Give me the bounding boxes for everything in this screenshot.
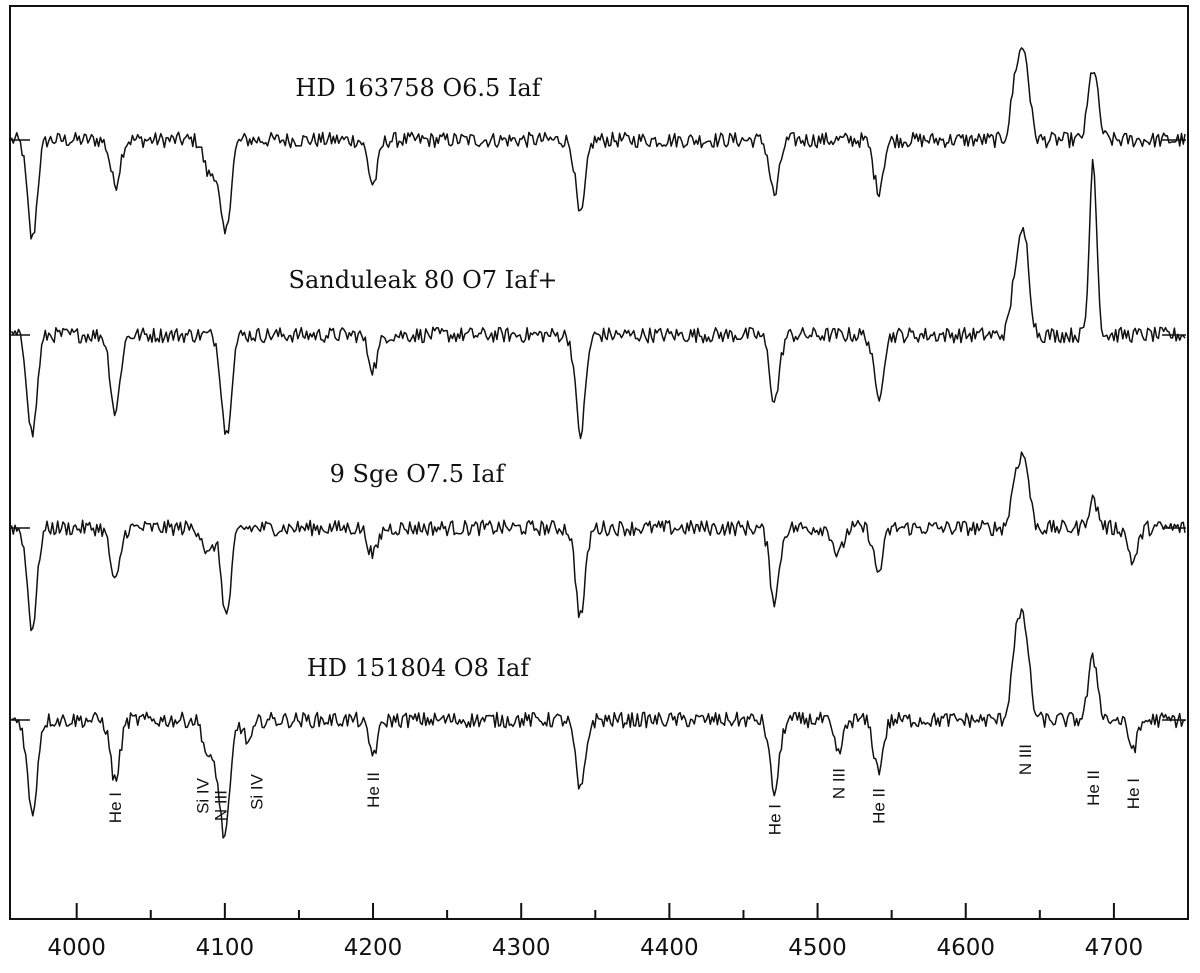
line-label-8: He II xyxy=(869,788,888,824)
x-tick-label: 4200 xyxy=(344,935,403,961)
spectrum-title: HD 163758 O6.5 Iaf xyxy=(295,74,542,102)
x-tick-label: 4000 xyxy=(47,935,106,961)
x-tick-label: 4400 xyxy=(640,935,699,961)
spectra-group xyxy=(10,47,1186,839)
spectrum-line-4 xyxy=(11,608,1186,839)
line-label-6: He I xyxy=(766,804,785,835)
spectrum-line-1 xyxy=(10,47,1186,240)
x-tick-label: 4700 xyxy=(1085,935,1144,961)
plot-frame xyxy=(9,5,1189,920)
line-label-10: He II xyxy=(1084,770,1103,806)
line-label-9: N III xyxy=(1016,744,1035,775)
spectrum-line-3 xyxy=(10,451,1186,632)
x-tick-label: 4100 xyxy=(196,935,255,961)
x-tick-label: 4300 xyxy=(492,935,551,961)
spectrum-titles: HD 163758 O6.5 Iaf Sanduleak 80 O7 Iaf+ 9 … xyxy=(289,74,558,682)
line-label-11: He I xyxy=(1124,778,1143,809)
line-label-7: N III xyxy=(829,768,848,799)
x-tick-label: 4600 xyxy=(936,935,995,961)
x-axis: 4000 4100 4200 4300 4400 4500 4600 4700 xyxy=(47,903,1143,961)
spectrum-title: 9 Sge O7.5 Iaf xyxy=(330,460,507,488)
spectrum-line-2 xyxy=(10,158,1186,440)
spectrum-title: Sanduleak 80 O7 Iaf+ xyxy=(289,266,558,294)
spectrum-title: HD 151804 O8 Iaf xyxy=(307,654,531,682)
line-label-4: Si IV xyxy=(248,773,267,810)
x-tick-label: 4500 xyxy=(788,935,847,961)
line-label-1: He I xyxy=(106,792,125,823)
line-label-5: He II xyxy=(364,772,383,808)
line-label-3: N III xyxy=(211,790,230,821)
line-label-2: Si IV xyxy=(194,777,213,814)
